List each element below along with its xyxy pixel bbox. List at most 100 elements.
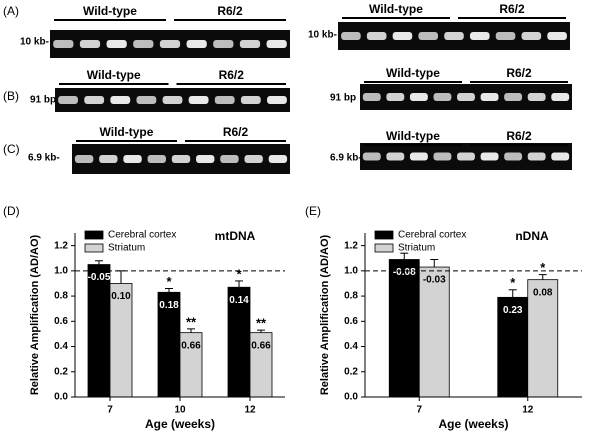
- gel-band: [188, 96, 209, 104]
- gel-band: [58, 96, 78, 104]
- bar-label: -0.08: [393, 267, 416, 278]
- size-marker: 6.9 kb-: [28, 153, 60, 164]
- gel-band: [213, 40, 234, 48]
- y-tick-label: 0.8: [344, 291, 358, 302]
- gel-band: [159, 40, 181, 48]
- size-marker: 91 bp: [330, 93, 356, 104]
- legend-label: Cerebral cortex: [108, 230, 176, 241]
- group-label: R6/2: [217, 4, 243, 18]
- significance: **: [256, 316, 267, 331]
- bar-label: 0.08: [533, 287, 553, 298]
- x-tick-label: 12: [522, 405, 534, 416]
- bar-label: 0.10: [111, 291, 131, 302]
- x-tick-label: 7: [107, 405, 113, 416]
- gel-band: [527, 152, 546, 161]
- y-tick-label: 1.2: [344, 240, 358, 251]
- gel-band: [551, 152, 570, 161]
- bar-label: 0.66: [251, 340, 271, 351]
- gel-band: [362, 152, 381, 161]
- gel-band: [521, 32, 542, 40]
- y-tick-label: 1.0: [54, 265, 68, 276]
- bar: [497, 296, 529, 398]
- gel-band: [162, 96, 183, 104]
- significance: *: [510, 275, 516, 290]
- significance: *: [236, 266, 242, 281]
- gel-band: [504, 152, 523, 161]
- gel-band: [106, 40, 127, 48]
- gel-band: [79, 40, 101, 48]
- gel-band: [362, 93, 381, 101]
- gel-band: [53, 40, 74, 48]
- bar-label: -0.03: [423, 275, 446, 286]
- group-label: R6/2: [219, 68, 245, 82]
- gel-band: [244, 155, 263, 163]
- gel-band: [392, 32, 413, 40]
- legend-swatch: [374, 230, 394, 240]
- y-tick-label: 1.2: [54, 240, 68, 251]
- gel-band: [186, 40, 207, 48]
- gel-band: [268, 155, 288, 163]
- x-axis-label: Age (weeks): [145, 417, 215, 431]
- gel-band: [74, 155, 94, 163]
- x-tick-label: 10: [174, 405, 186, 416]
- y-tick-label: 1.0: [344, 265, 358, 276]
- gel-band: [147, 155, 166, 163]
- gel-band: [386, 152, 405, 161]
- group-label: Wild-type: [100, 125, 154, 139]
- gel-band: [220, 155, 239, 163]
- panel-label: (A): [3, 4, 19, 18]
- gel-band: [418, 32, 439, 40]
- y-axis-label: Relative Amplification (AD/AO): [319, 235, 331, 396]
- y-tick-label: 0.4: [344, 341, 358, 352]
- y-tick-label: 0.8: [54, 291, 68, 302]
- y-tick-label: 0.4: [54, 341, 68, 352]
- gel-band: [433, 152, 452, 161]
- legend-label: Striatum: [108, 243, 145, 254]
- bar-label: 0.18: [159, 300, 179, 311]
- legend-label: Striatum: [398, 243, 435, 254]
- y-tick-label: 0.6: [54, 316, 68, 327]
- x-tick-label: 7: [416, 405, 422, 416]
- gel-band: [133, 40, 154, 48]
- group-label: R6/2: [499, 2, 525, 16]
- bar-label: 0.66: [181, 340, 201, 351]
- bar: [388, 259, 420, 398]
- size-marker: 10 kb-: [308, 30, 337, 41]
- y-tick-label: 0.0: [54, 392, 68, 403]
- gel-band: [547, 32, 567, 40]
- bar: [527, 279, 559, 398]
- chart-title: nDNA: [515, 229, 549, 243]
- gel-band: [527, 93, 546, 101]
- gel-band: [110, 96, 131, 104]
- gel-band: [469, 32, 490, 40]
- bar: [87, 264, 111, 398]
- y-tick-label: 0.6: [344, 316, 358, 327]
- size-marker: 91 bp: [30, 95, 56, 106]
- gel-band: [214, 96, 235, 104]
- gel-band: [267, 96, 287, 104]
- significance: **: [186, 314, 197, 329]
- group-label: Wild-type: [369, 2, 423, 16]
- bar-label: 0.23: [503, 305, 523, 316]
- gel-band: [240, 96, 261, 104]
- gel-band: [196, 155, 215, 163]
- group-label: Wild-type: [386, 66, 440, 80]
- legend-swatch: [84, 243, 104, 253]
- gel-band: [457, 93, 475, 101]
- bar-label: 0.14: [229, 295, 249, 306]
- y-axis-label: Relative Amplification (AD/AO): [29, 235, 41, 396]
- gel-band: [409, 152, 428, 161]
- panel-label: (C): [3, 142, 20, 156]
- panel-label: (E): [305, 204, 321, 218]
- gel-band: [239, 40, 261, 48]
- gel-band: [123, 155, 142, 163]
- gel-band: [84, 96, 105, 104]
- gel-band: [386, 93, 405, 101]
- group-label: R6/2: [223, 125, 249, 139]
- panel-label: (B): [3, 89, 19, 103]
- size-marker: 10 kb-: [20, 37, 49, 48]
- size-marker: 6.9 kb-: [330, 153, 362, 164]
- legend-swatch: [374, 243, 394, 253]
- bar: [418, 266, 450, 398]
